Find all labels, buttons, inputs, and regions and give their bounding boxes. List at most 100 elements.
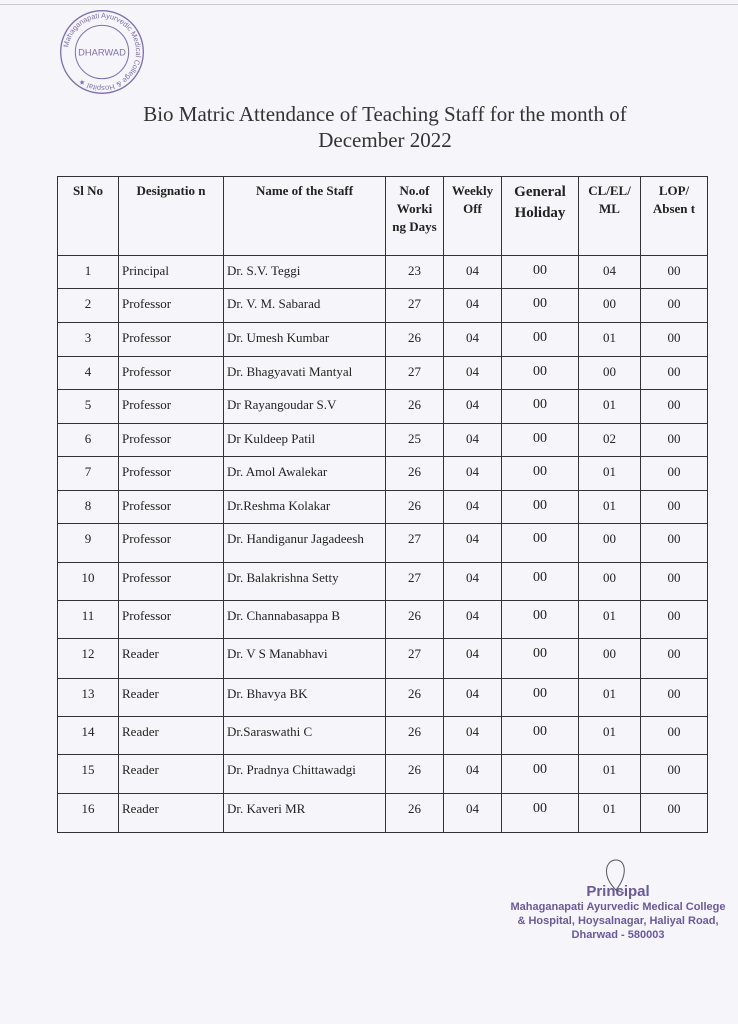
cell-working-days: 26: [385, 716, 444, 755]
cell-general-holiday: 00: [501, 600, 579, 639]
cell-staff-name: Dr.Reshma Kolakar: [223, 490, 386, 524]
cell-cl-el-ml: 00: [578, 523, 641, 563]
header-cl-el-ml: CL/EL/ ML: [578, 176, 641, 256]
header-general-holiday: General Holiday: [501, 176, 579, 256]
cell-general-holiday: 00: [501, 793, 579, 833]
cell-staff-name: Dr. Bhagyavati Mantyal: [223, 356, 386, 390]
cell-lop-absent: 00: [640, 288, 708, 323]
cell-staff-name: Dr. Kaveri MR: [223, 793, 386, 833]
cell-designation: Reader: [118, 678, 224, 717]
cell-lop-absent: 00: [640, 523, 708, 563]
cell-sl-no: 15: [57, 754, 119, 794]
cell-working-days: 26: [385, 600, 444, 639]
cell-staff-name: Dr. Channabasappa B: [223, 600, 386, 639]
cell-lop-absent: 00: [640, 562, 708, 601]
cell-sl-no: 12: [57, 638, 119, 679]
page-title: Bio Matric Attendance of Teaching Staff …: [90, 101, 680, 153]
cell-cl-el-ml: 01: [578, 678, 641, 717]
cell-weekly-off: 04: [443, 423, 502, 457]
cell-designation: Professor: [118, 600, 224, 639]
attendance-table: Sl No Designatio n Name of the Staff No.…: [57, 176, 708, 833]
header-working-days: No.of Worki ng Days: [385, 176, 444, 256]
cell-weekly-off: 04: [443, 638, 502, 679]
cell-designation: Principal: [118, 255, 224, 289]
cell-lop-absent: 00: [640, 389, 708, 424]
cell-cl-el-ml: 01: [578, 490, 641, 524]
cell-working-days: 26: [385, 678, 444, 717]
cell-designation: Professor: [118, 322, 224, 357]
cell-general-holiday: 00: [501, 678, 579, 717]
cell-cl-el-ml: 04: [578, 255, 641, 289]
header-lop-absent: LOP/ Absen t: [640, 176, 708, 256]
cell-sl-no: 13: [57, 678, 119, 717]
table-row: 7 Professor Dr. Amol Awalekar 26 04 00 01 00: [57, 456, 708, 491]
table-row: 5 Professor Dr Rayangoudar S.V 26 04 00 01 00: [57, 389, 708, 424]
cell-working-days: 26: [385, 322, 444, 357]
table-header-row: Sl No Designatio n Name of the Staff No.…: [57, 176, 708, 256]
cell-staff-name: Dr. Handiganur Jagadeesh: [223, 523, 386, 563]
cell-general-holiday: 00: [501, 523, 579, 563]
cell-cl-el-ml: 01: [578, 754, 641, 794]
cell-sl-no: 2: [57, 288, 119, 323]
cell-staff-name: Dr. V. M. Sabarad: [223, 288, 386, 323]
principal-signature-block: Principal Mahaganapati Ayurvedic Medical…: [498, 855, 738, 942]
cell-lop-absent: 00: [640, 322, 708, 357]
table-row: 3 Professor Dr. Umesh Kumbar 26 04 00 01 00: [57, 322, 708, 357]
cell-general-holiday: 00: [501, 288, 579, 323]
cell-cl-el-ml: 01: [578, 456, 641, 491]
table-row: 9 Professor Dr. Handiganur Jagadeesh 27 04 00…: [57, 523, 708, 563]
table-row: 6 Professor Dr Kuldeep Patil 25 04 00 02 00: [57, 423, 708, 457]
cell-sl-no: 7: [57, 456, 119, 491]
cell-lop-absent: 00: [640, 793, 708, 833]
cell-staff-name: Dr.Saraswathi C: [223, 716, 386, 755]
cell-working-days: 27: [385, 356, 444, 390]
cell-cl-el-ml: 01: [578, 793, 641, 833]
cell-working-days: 27: [385, 562, 444, 601]
cell-staff-name: Dr. Umesh Kumbar: [223, 322, 386, 357]
cell-cl-el-ml: 01: [578, 600, 641, 639]
cell-weekly-off: 04: [443, 754, 502, 794]
cell-general-holiday: 00: [501, 456, 579, 491]
cell-weekly-off: 04: [443, 716, 502, 755]
cell-lop-absent: 00: [640, 754, 708, 794]
cell-designation: Professor: [118, 523, 224, 563]
cell-staff-name: Dr. Amol Awalekar: [223, 456, 386, 491]
signature-line-1: Mahaganapati Ayurvedic Medical College: [510, 901, 726, 913]
title-line-2: December 2022: [318, 128, 452, 152]
cell-working-days: 26: [385, 456, 444, 491]
cell-general-holiday: 00: [501, 356, 579, 390]
table-row: 13 Reader Dr. Bhavya BK 26 04 00 01 00: [57, 678, 708, 717]
cell-lop-absent: 00: [640, 255, 708, 289]
cell-working-days: 27: [385, 288, 444, 323]
cell-sl-no: 6: [57, 423, 119, 457]
cell-working-days: 26: [385, 389, 444, 424]
cell-weekly-off: 04: [443, 562, 502, 601]
cell-sl-no: 14: [57, 716, 119, 755]
cell-general-holiday: 00: [501, 562, 579, 601]
cell-cl-el-ml: 00: [578, 562, 641, 601]
cell-lop-absent: 00: [640, 456, 708, 491]
cell-cl-el-ml: 01: [578, 322, 641, 357]
cell-designation: Professor: [118, 490, 224, 524]
cell-weekly-off: 04: [443, 356, 502, 390]
cell-weekly-off: 04: [443, 456, 502, 491]
cell-lop-absent: 00: [640, 638, 708, 679]
cell-staff-name: Dr. S.V. Teggi: [223, 255, 386, 289]
signature-scribble: [606, 859, 625, 894]
header-sl-no: Sl No: [57, 176, 119, 256]
table-row: 12 Reader Dr. V S Manabhavi 27 04 00 00 00: [57, 638, 708, 679]
cell-sl-no: 5: [57, 389, 119, 424]
cell-sl-no: 10: [57, 562, 119, 601]
cell-general-holiday: 00: [501, 255, 579, 289]
cell-staff-name: Dr. Pradnya Chittawadgi: [223, 754, 386, 794]
scan-edge-line: [0, 4, 738, 5]
cell-designation: Professor: [118, 356, 224, 390]
cell-general-holiday: 00: [501, 754, 579, 794]
table-row: 14 Reader Dr.Saraswathi C 26 04 00 01 00: [57, 716, 708, 755]
cell-staff-name: Dr Rayangoudar S.V: [223, 389, 386, 424]
cell-lop-absent: 00: [640, 600, 708, 639]
cell-designation: Reader: [118, 754, 224, 794]
cell-weekly-off: 04: [443, 490, 502, 524]
table-row: 8 Professor Dr.Reshma Kolakar 26 04 00 01 00: [57, 490, 708, 524]
